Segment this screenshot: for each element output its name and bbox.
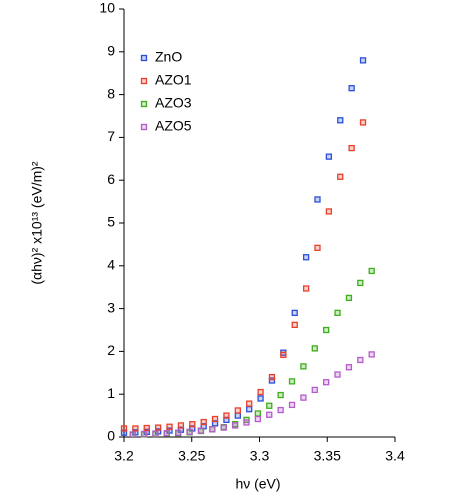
data-point bbox=[246, 400, 253, 407]
data-point bbox=[129, 431, 136, 438]
y-tick-label: 5 bbox=[107, 214, 115, 230]
data-point bbox=[209, 426, 216, 433]
data-point bbox=[268, 373, 276, 381]
data-point bbox=[257, 388, 264, 396]
data-point bbox=[246, 406, 253, 413]
y-tick-label: 1 bbox=[107, 385, 115, 401]
data-point bbox=[257, 395, 264, 402]
legend-marker bbox=[140, 54, 148, 62]
data-point bbox=[359, 57, 367, 64]
data-point bbox=[234, 412, 241, 419]
x-axis-label: hν (eV) bbox=[235, 476, 280, 492]
data-point bbox=[357, 356, 364, 364]
data-point bbox=[280, 351, 287, 358]
data-point bbox=[325, 208, 333, 215]
y-tick-label: 4 bbox=[107, 257, 115, 273]
y-tick-label: 10 bbox=[99, 0, 115, 16]
data-point bbox=[220, 424, 227, 431]
y-tick-label: 8 bbox=[107, 85, 115, 101]
x-tick-label: 3.2 bbox=[114, 448, 134, 464]
y-tick-label: 7 bbox=[107, 128, 115, 144]
data-point bbox=[231, 422, 239, 429]
data-point bbox=[277, 391, 284, 399]
data-point bbox=[277, 406, 284, 414]
data-point bbox=[268, 377, 276, 384]
legend-marker bbox=[140, 77, 148, 85]
data-point bbox=[288, 401, 296, 409]
y-tick-label: 2 bbox=[107, 342, 115, 358]
data-point bbox=[291, 309, 298, 317]
data-point bbox=[323, 326, 330, 334]
data-point bbox=[368, 267, 375, 275]
x-tick-label: 3.3 bbox=[250, 448, 270, 464]
data-point bbox=[140, 430, 148, 438]
data-point bbox=[288, 378, 296, 385]
data-point bbox=[143, 424, 150, 432]
data-point bbox=[337, 173, 344, 180]
data-point bbox=[154, 424, 162, 431]
data-point bbox=[223, 416, 230, 424]
data-point bbox=[132, 425, 139, 432]
legend-label: ZnO bbox=[155, 49, 182, 65]
data-point bbox=[314, 244, 321, 251]
y-axis-label: (αhν)² x10¹³ (eV/m)² bbox=[29, 161, 45, 285]
x-tick-label: 3.35 bbox=[314, 448, 341, 464]
data-point bbox=[359, 119, 367, 126]
legend-label: AZO5 bbox=[155, 118, 192, 134]
data-point bbox=[166, 423, 173, 430]
y-tick-label: 6 bbox=[107, 171, 115, 187]
data-point bbox=[163, 429, 170, 437]
data-point bbox=[223, 412, 230, 419]
legend-label: AZO1 bbox=[155, 72, 192, 88]
data-point bbox=[211, 415, 219, 423]
data-point bbox=[311, 345, 318, 352]
data-point bbox=[357, 279, 364, 287]
data-point bbox=[334, 371, 341, 378]
data-point bbox=[200, 418, 207, 426]
data-point bbox=[302, 254, 310, 261]
data-point bbox=[197, 427, 205, 434]
data-point bbox=[266, 411, 273, 418]
data-point bbox=[337, 117, 344, 124]
legend-marker bbox=[140, 123, 148, 131]
y-tick-label: 3 bbox=[107, 299, 115, 315]
data-point bbox=[348, 144, 355, 152]
data-point bbox=[266, 402, 273, 409]
data-point bbox=[334, 309, 341, 317]
data-point bbox=[314, 196, 321, 203]
x-tick-label: 3.4 bbox=[385, 448, 405, 464]
y-tick-label: 9 bbox=[107, 43, 115, 59]
data-point bbox=[291, 321, 298, 329]
legend-label: AZO3 bbox=[155, 95, 192, 111]
data-point bbox=[211, 420, 219, 427]
data-point bbox=[243, 419, 250, 426]
data-point bbox=[254, 415, 262, 423]
data-point bbox=[300, 363, 307, 370]
data-point bbox=[348, 85, 355, 92]
data-point bbox=[311, 386, 318, 394]
data-point bbox=[175, 429, 182, 436]
data-point bbox=[345, 294, 353, 302]
data-point bbox=[325, 153, 333, 160]
y-tick-label: 0 bbox=[107, 428, 115, 444]
data-point bbox=[234, 407, 241, 414]
data-point bbox=[120, 429, 128, 436]
legend-marker bbox=[140, 100, 148, 108]
data-point bbox=[323, 379, 330, 386]
data-point bbox=[368, 351, 375, 358]
data-point bbox=[177, 422, 185, 429]
x-tick-label: 3.25 bbox=[178, 448, 205, 464]
data-point bbox=[189, 421, 196, 428]
data-point bbox=[186, 428, 193, 436]
data-point bbox=[120, 425, 128, 432]
data-point bbox=[345, 364, 353, 371]
data-point bbox=[300, 394, 307, 401]
data-point bbox=[152, 430, 159, 437]
data-point bbox=[302, 285, 310, 292]
data-point bbox=[254, 410, 262, 417]
